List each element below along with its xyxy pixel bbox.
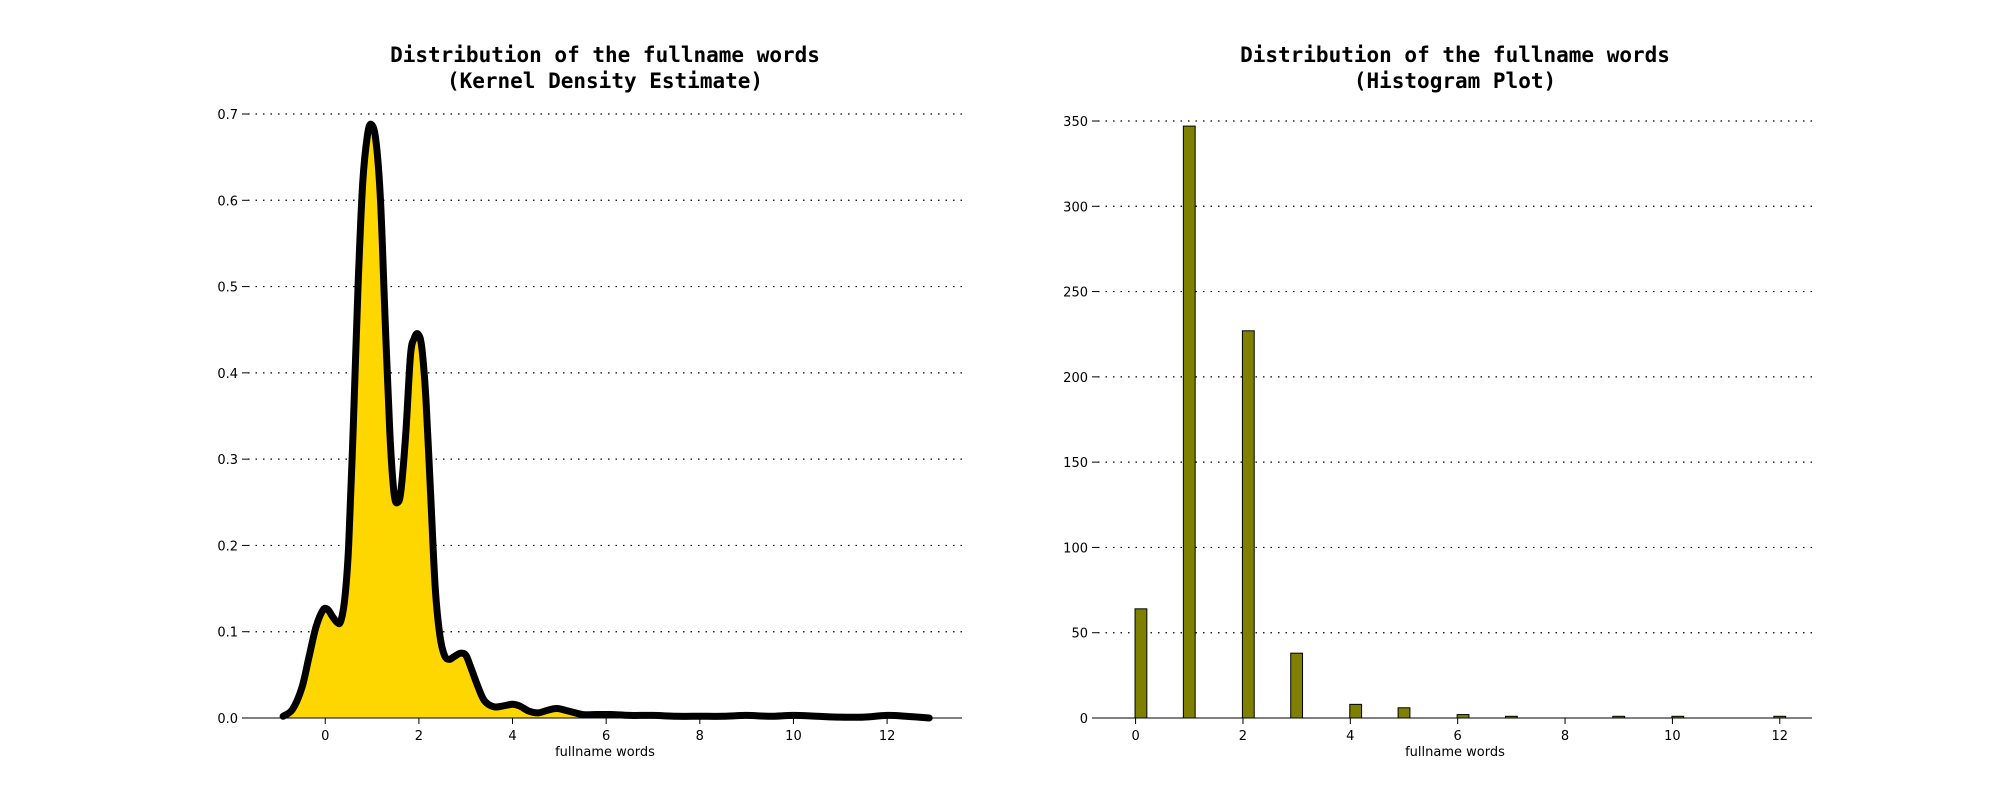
hist-x-tick-label: 6 <box>1454 729 1462 744</box>
kde-y-tick-label: 0.2 <box>217 539 238 554</box>
hist-bar <box>1397 707 1411 719</box>
kde-title-line-1: Distribution of the fullname words <box>390 43 820 67</box>
kde-x-tick-label: 0 <box>321 729 329 744</box>
hist-y-tick-label: 200 <box>1063 371 1088 386</box>
hist-x-tick-label: 8 <box>1561 729 1569 744</box>
hist-bar <box>1134 608 1148 719</box>
hist-y-tick-label: 50 <box>1071 627 1088 642</box>
kde-x-tick-label: 4 <box>508 729 516 744</box>
hist-title-line-2: (Histogram Plot) <box>1354 69 1556 93</box>
histogram-chart-panel: Distribution of the fullname words (Hist… <box>1000 0 2000 800</box>
hist-x-axis-label: fullname words <box>1405 745 1505 760</box>
hist-x-tick-label: 0 <box>1131 729 1139 744</box>
histogram-chart: Distribution of the fullname words (Hist… <box>1063 43 1812 760</box>
hist-x-tick-label: 10 <box>1664 729 1681 744</box>
kde-y-tick-label: 0.3 <box>217 453 238 468</box>
hist-x-tick-label: 4 <box>1346 729 1354 744</box>
kde-density-line <box>279 120 933 722</box>
hist-y-tick-label: 250 <box>1063 286 1088 301</box>
hist-title-line-1: Distribution of the fullname words <box>1240 43 1670 67</box>
kde-y-tick-label: 0.5 <box>217 281 238 296</box>
hist-y-tick-label: 100 <box>1063 541 1088 556</box>
hist-bar <box>1349 703 1363 719</box>
kde-x-tick-label: 6 <box>602 729 610 744</box>
hist-y-tick-label: 150 <box>1063 456 1088 471</box>
kde-chart: Distribution of the fullname words (Kern… <box>217 43 962 760</box>
hist-y-tick-label: 0 <box>1080 712 1088 727</box>
hist-x-tick-label: 2 <box>1239 729 1247 744</box>
kde-x-tick-label: 10 <box>785 729 802 744</box>
hist-bar <box>1182 125 1196 719</box>
hist-axes: 0 50 100 150 200 250 300 350 0 2 4 6 8 10 12 <box>1063 115 1812 744</box>
hist-bar <box>1290 652 1304 719</box>
kde-y-tick-label: 0.6 <box>217 194 238 209</box>
kde-density-fill <box>283 124 930 718</box>
kde-y-tick-label: 0.1 <box>217 626 238 641</box>
kde-chart-panel: Distribution of the fullname words (Kern… <box>217 43 962 760</box>
kde-x-tick-label: 12 <box>879 729 896 744</box>
hist-bar <box>1456 714 1470 719</box>
hist-y-tick-label: 350 <box>1063 115 1088 130</box>
kde-y-tick-label: 0.7 <box>217 108 238 123</box>
hist-y-tick-label: 300 <box>1063 200 1088 215</box>
hist-bar <box>1241 330 1255 719</box>
hist-bars <box>1134 125 1787 719</box>
kde-title-line-2: (Kernel Density Estimate) <box>447 69 763 93</box>
kde-x-tick-label: 8 <box>696 729 704 744</box>
kde-x-axis-label: fullname words <box>555 745 655 760</box>
hist-gridlines <box>1098 120 1812 634</box>
kde-axes: 0.0 0.1 0.2 0.3 0.4 0.5 0.6 0.7 0 2 4 6 8 10 12 <box>217 108 962 744</box>
hist-x-tick-label: 12 <box>1772 729 1789 744</box>
kde-y-tick-label: 0.4 <box>217 367 238 382</box>
kde-y-tick-label: 0.0 <box>217 712 238 727</box>
kde-x-tick-label: 2 <box>415 729 423 744</box>
